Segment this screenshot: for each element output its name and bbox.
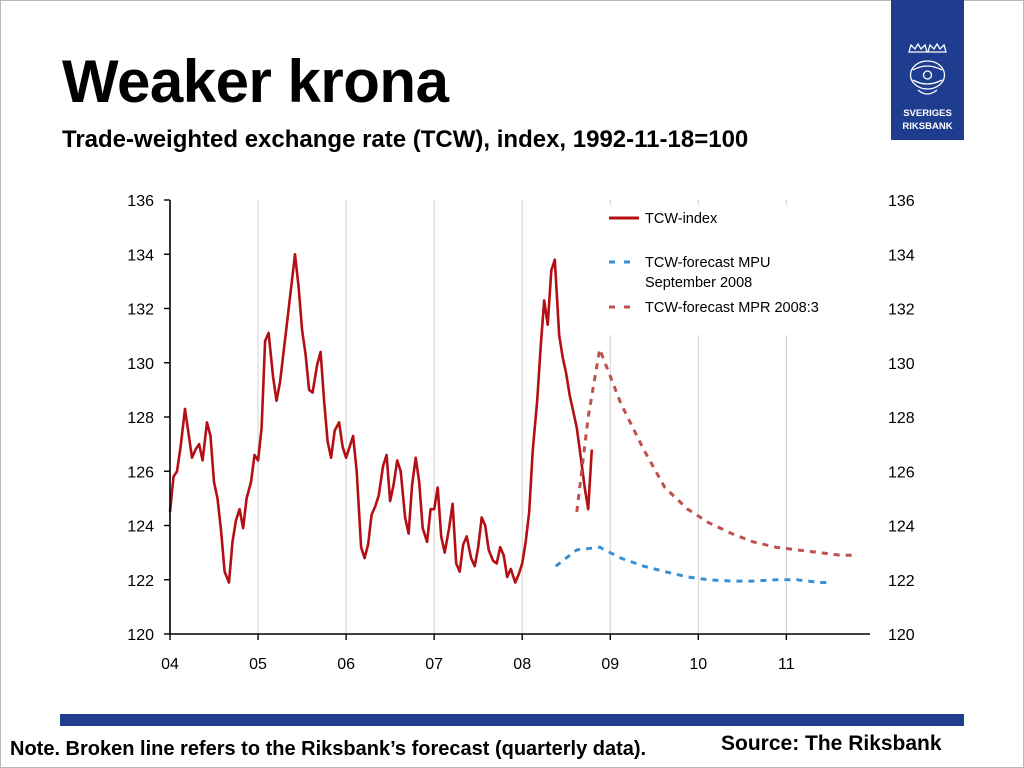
legend-label-2: TCW-forecast MPR 2008:3 [645,300,819,316]
source-label: Source: The Riksbank [721,732,942,755]
y-tick-label-left: 136 [127,193,154,210]
y-tick-label-right: 122 [888,573,915,590]
riksbank-logo: SVERIGES RIKSBANK [891,0,964,140]
y-tick-label-right: 134 [888,247,915,264]
logo-line1: SVERIGES [903,108,952,119]
y-tick-label-left: 124 [127,519,154,536]
legend-label-0: TCW-index [645,211,718,227]
x-tick-label: 08 [513,656,531,673]
legend-label-1: September 2008 [645,275,752,291]
y-tick-label-right: 136 [888,193,915,210]
chart-series [168,253,853,584]
series-line-0 [168,253,594,584]
y-tick-label-left: 128 [127,410,154,427]
chart-axes: 120 120 122 122 124 124 126 126 128 128 130 130 132 1… [127,193,915,673]
footnote: Note. Broken line refers to the Riksbank… [10,738,647,760]
y-tick-label-right: 126 [888,464,915,481]
footer-bar [60,714,964,726]
y-tick-label-right: 120 [888,627,915,644]
y-tick-label-right: 128 [888,410,915,427]
x-tick-label: 07 [425,656,443,673]
x-tick-label: 09 [601,656,619,673]
slide-subtitle: Trade-weighted exchange rate (TCW), inde… [62,126,749,153]
y-tick-label-right: 132 [888,302,915,319]
x-tick-label: 05 [249,656,267,673]
x-tick-label: 11 [778,656,795,673]
logo-line2: RIKSBANK [902,121,952,132]
x-tick-label: 06 [337,656,355,673]
x-tick-label: 10 [689,656,707,673]
y-tick-label-left: 126 [127,464,154,481]
y-tick-label-right: 130 [888,356,915,373]
slide-title: Weaker krona [62,48,449,115]
x-tick-label: 04 [161,656,179,673]
legend-label-1: TCW-forecast MPU [645,255,770,271]
series-line-1 [554,545,831,584]
legend-background [600,205,862,335]
y-tick-label-left: 132 [127,302,154,319]
crowned-coat-of-arms-icon [908,42,947,95]
y-tick-label-left: 120 [127,627,154,644]
series-line-2 [575,347,853,557]
chart-legend: TCW-index TCW-forecast MPU September 2008 T… [600,205,862,335]
y-tick-label-left: 134 [127,247,154,264]
y-tick-label-left: 122 [127,573,154,590]
y-tick-label-left: 130 [127,356,154,373]
y-tick-label-right: 124 [888,519,915,536]
